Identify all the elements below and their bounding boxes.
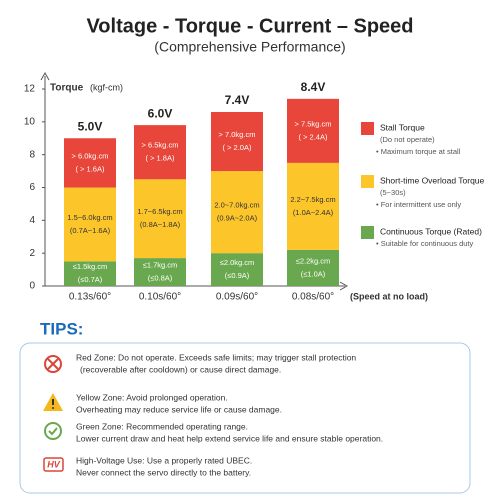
segment-label: (≤0.9A): [225, 271, 250, 280]
legend-swatch: [361, 122, 374, 135]
segment-label: > 7.0kg.cm: [219, 130, 256, 139]
segment-label: (≤1.0A): [301, 269, 326, 278]
segment-label: 2.0~7.0kg.cm: [214, 201, 259, 210]
bar-segment: [134, 258, 186, 286]
legend-note: (Do not operate): [380, 135, 435, 144]
segment-label: ≤1.5kg.cm: [73, 262, 108, 271]
bar-label: 8.4V: [301, 80, 326, 94]
icon-check: [44, 422, 62, 440]
y-tick-label: 8: [29, 149, 35, 160]
segment-label: (1.0A~2.4A): [293, 208, 334, 217]
legend-swatch: [361, 226, 374, 239]
segment-label: ( > 1.6A): [76, 164, 105, 173]
segment-label: > 6.0kg.cm: [72, 151, 109, 160]
icon-hv-text: HV: [47, 459, 60, 469]
tip-text: Lower current draw and heat help extend …: [76, 433, 383, 443]
tip-text: Overheating may reduce service life or c…: [76, 404, 282, 414]
segment-label: 1.5~6.0kg.cm: [67, 213, 112, 222]
icon-warning: [43, 393, 63, 411]
segment-label: 1.7~6.5kg.cm: [137, 207, 182, 216]
tips-title: TIPS:: [40, 319, 83, 338]
tip-text: High-Voltage Use: Use a properly rated U…: [76, 455, 252, 465]
legend-description: • For intermittent use only: [376, 200, 461, 209]
y-tick-label: 2: [29, 248, 35, 259]
bar-segment: [287, 249, 339, 286]
legend-description: • Suitable for continuous duty: [376, 239, 474, 248]
tip-text: Red Zone: Do not operate. Exceeds safe l…: [76, 352, 356, 362]
tip-text: Yellow Zone: Avoid prolonged operation.: [76, 392, 228, 402]
icon-hv: [43, 457, 64, 472]
x-axis-label: (Speed at no load): [350, 291, 428, 301]
y-axis-label: Torque: [50, 83, 84, 94]
bar-label: 7.4V: [225, 93, 250, 107]
y-axis-unit: (kgf-cm): [90, 82, 123, 92]
segment-label: (0.7A~1.6A): [70, 226, 111, 235]
x-axis-arrow: [339, 281, 349, 291]
x-tick-label: 0.09s/60°: [216, 292, 258, 303]
legend-label: Stall Torque: [380, 122, 425, 132]
legend-label: Continuous Torque (Rated): [380, 226, 482, 236]
segment-label: > 6.5kg.cm: [142, 141, 179, 150]
bar-segment: [134, 179, 186, 259]
bar-segment: [287, 98, 339, 163]
segment-label: (≤0.8A): [148, 274, 173, 283]
y-tick-label: 0: [29, 281, 35, 292]
y-tick-label: 12: [24, 84, 36, 95]
segment-label: (0.8A~1.8A): [140, 220, 181, 229]
bar-segment: [287, 162, 339, 250]
legend-label: Short-time Overload Torque: [380, 175, 485, 185]
segment-label: 2.2~7.5kg.cm: [290, 195, 335, 204]
bar-segment: [64, 261, 116, 286]
x-tick-label: 0.10s/60°: [139, 292, 181, 303]
tip-text: (recoverable after cooldown) or cause di…: [80, 364, 281, 374]
segment-label: ≤1.7kg.cm: [143, 261, 178, 270]
segment-label: (0.9A~2.0A): [217, 214, 258, 223]
segment-label: ≤2.2kg.cm: [296, 256, 331, 265]
bar-segment: [211, 253, 263, 286]
legend-note: (5~30s): [380, 188, 406, 197]
chart-subtitle: (Comprehensive Performance): [154, 39, 345, 55]
bar-segment: [211, 171, 263, 254]
bar-segment: [134, 125, 186, 180]
chart-title: Voltage - Torque - Current – Speed: [86, 15, 413, 37]
bar-segment: [64, 187, 116, 262]
x-tick-label: 0.13s/60°: [69, 292, 111, 303]
segment-label: ( > 2.0A): [223, 143, 252, 152]
segment-label: ( > 1.8A): [146, 154, 175, 163]
tip-text: Never connect the servo directly to the …: [76, 467, 251, 477]
tips-box: [19, 342, 471, 494]
tip-text: Green Zone: Recommended operating range.: [76, 421, 248, 431]
bar-label: 5.0V: [78, 119, 103, 133]
bar-label: 6.0V: [148, 106, 173, 120]
x-tick-label: 0.08s/60°: [292, 292, 334, 303]
y-tick-label: 4: [29, 215, 35, 226]
segment-label: (≤0.7A): [78, 275, 103, 284]
y-axis-arrow: [40, 71, 50, 81]
legend-swatch: [361, 175, 374, 188]
bar-segment: [211, 111, 263, 172]
segment-label: > 7.5kg.cm: [295, 119, 332, 128]
icon-stop: [44, 355, 62, 373]
segment-label: ( > 2.4A): [299, 132, 328, 141]
legend-description: • Maximum torque at stall: [376, 147, 461, 156]
segment-label: ≤2.0kg.cm: [220, 258, 255, 267]
y-tick-label: 6: [29, 182, 35, 193]
bar-segment: [64, 138, 116, 188]
y-tick-label: 10: [24, 116, 36, 127]
